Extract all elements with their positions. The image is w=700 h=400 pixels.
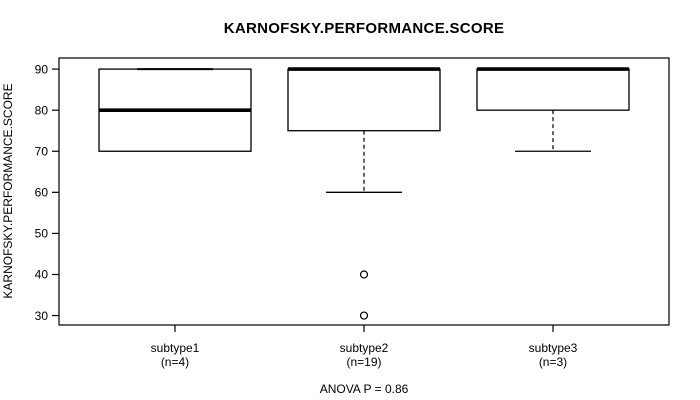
y-tick-label: 90 — [35, 62, 49, 76]
x-group-sublabel: (n=4) — [161, 355, 189, 369]
x-group-label: subtype1 — [151, 341, 200, 355]
outlier-point — [359, 270, 369, 279]
x-group-sublabel: (n=3) — [539, 355, 567, 369]
chart-title: KARNOFSKY.PERFORMANCE.SCORE — [223, 20, 505, 37]
y-tick-label: 70 — [35, 144, 49, 158]
y-tick-label: 50 — [35, 227, 49, 241]
y-tick-label: 30 — [35, 309, 49, 323]
y-tick-label: 60 — [35, 186, 49, 200]
x-group-label: subtype3 — [529, 341, 578, 355]
x-group-label: subtype2 — [340, 341, 389, 355]
y-tick-label: 40 — [35, 268, 49, 282]
box — [287, 68, 441, 132]
box — [476, 68, 630, 111]
y-tick-label: 80 — [35, 103, 49, 117]
anova-p-label: ANOVA P = 0.86 — [319, 382, 409, 396]
outlier-point — [359, 311, 369, 320]
plot-frame — [58, 57, 670, 326]
x-group-sublabel: (n=19) — [346, 355, 381, 369]
